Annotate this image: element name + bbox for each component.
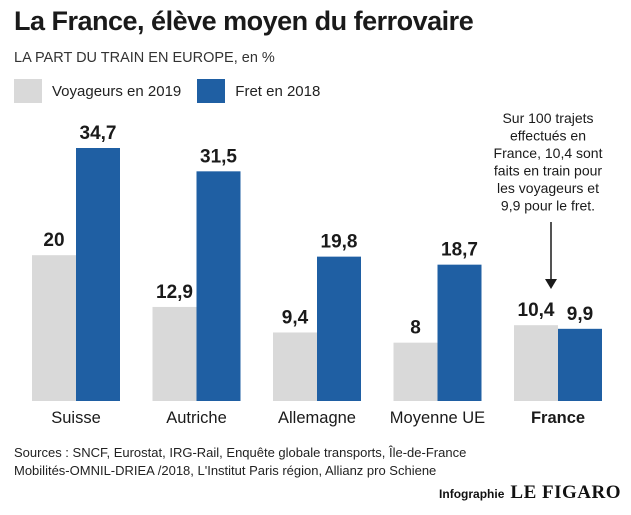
bar-moyenne-ue-fret <box>437 264 482 401</box>
value-label-moyenne-ue-fret: 18,7 <box>441 240 478 261</box>
chart-subtitle: LA PART DU TRAIN EN EUROPE, en % <box>14 50 275 66</box>
value-label-suisse-fret: 34,7 <box>80 123 117 144</box>
bar-moyenne-ue-voyageurs <box>393 342 438 401</box>
bar-autriche-fret <box>196 171 241 401</box>
bar-allemagne-fret <box>317 256 361 401</box>
legend-item-fret: Fret en 2018 <box>197 79 320 103</box>
legend-label-voyageurs: Voyageurs en 2019 <box>52 82 182 100</box>
annotation-line: effectués en <box>510 128 586 144</box>
bar-allemagne-voyageurs <box>273 332 317 401</box>
bar-autriche-voyageurs <box>152 306 197 401</box>
category-label-autriche: Autriche <box>166 409 227 427</box>
le-figaro-logo: LE FIGARO <box>510 482 621 503</box>
chart-title: La France, élève moyen du ferrovaire <box>14 6 474 36</box>
value-label-suisse-voyageurs: 20 <box>43 230 64 251</box>
annotation-line: Sur 100 trajets <box>502 110 593 126</box>
legend-swatch-fret <box>197 79 226 103</box>
sources-line-2: Mobilités-OMNIL-DRIEA /2018, L'Institut … <box>14 463 437 478</box>
credit: Infographie LE FIGARO <box>439 482 621 504</box>
bar-suisse-voyageurs <box>32 255 76 401</box>
legend-label-fret: Fret en 2018 <box>235 82 321 100</box>
value-label-allemagne-fret: 19,8 <box>321 232 358 253</box>
annotation-line: faits en train pour <box>494 163 603 179</box>
bar-france-fret <box>558 328 602 401</box>
annotation-line: les voyageurs et <box>497 180 599 196</box>
legend-swatch-voyageurs <box>14 79 42 103</box>
value-label-allemagne-voyageurs: 9,4 <box>282 307 309 328</box>
value-label-france-voyageurs: 10,4 <box>518 300 555 321</box>
annotation-line: 9,9 pour le fret. <box>501 198 595 214</box>
credit-label: Infographie <box>439 487 505 501</box>
category-label-allemagne: Allemagne <box>278 409 356 427</box>
sources-line-1: Sources : SNCF, Eurostat, IRG-Rail, Enqu… <box>14 445 467 460</box>
sources-note: Sources : SNCF, Eurostat, IRG-Rail, Enqu… <box>14 444 484 480</box>
annotation-arrow-head <box>545 279 557 289</box>
category-label-moyenne-ue: Moyenne UE <box>390 409 485 427</box>
value-label-autriche-voyageurs: 12,9 <box>156 282 193 303</box>
legend: Voyageurs en 2019 Fret en 2018 <box>14 79 336 103</box>
value-label-france-fret: 9,9 <box>567 304 593 325</box>
bar-chart: 20 34,7 12,9 31,5 9,4 19,8 8 18,7 10,4 9,9 Suisse… <box>32 110 603 427</box>
category-label-suisse: Suisse <box>51 409 101 427</box>
value-label-autriche-fret: 31,5 <box>200 146 237 167</box>
value-label-moyenne-ue-voyageurs: 8 <box>410 318 421 339</box>
legend-item-voyageurs: Voyageurs en 2019 <box>14 79 181 103</box>
category-label-france: France <box>531 409 585 427</box>
bar-suisse-fret <box>76 148 120 401</box>
bar-france-voyageurs <box>514 325 558 401</box>
annotation-line: France, 10,4 sont <box>494 145 603 161</box>
